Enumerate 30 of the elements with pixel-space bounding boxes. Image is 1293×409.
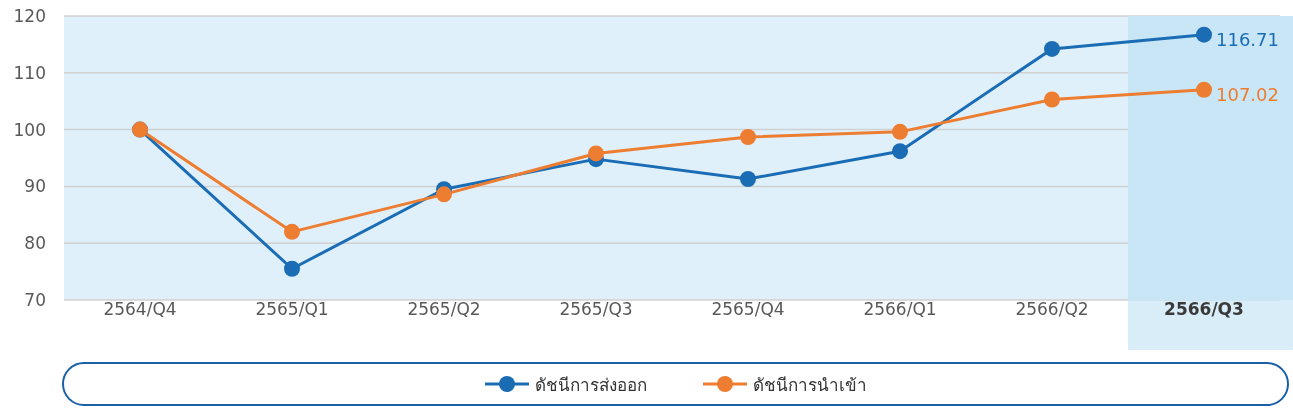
legend-label: ดัชนีการนำเข้า [752, 373, 867, 397]
data-label: 107.02 [1216, 83, 1279, 105]
point [1044, 40, 1060, 57]
x-tick-label: 2565/Q1 [255, 298, 329, 319]
y-tick-label: 90 [24, 176, 46, 197]
x-tick-label: 2566/Q3 [1164, 298, 1244, 319]
data-label: 116.71 [1216, 28, 1279, 50]
y-tick-label: 100 [13, 119, 46, 140]
point [284, 260, 300, 277]
y-tick-label: 80 [24, 233, 46, 254]
x-tick-label: 2565/Q2 [407, 298, 481, 319]
point [284, 223, 300, 240]
y-tick-label: 120 [13, 6, 46, 27]
point [1196, 81, 1212, 98]
point [1044, 91, 1060, 108]
point [588, 145, 604, 162]
point [892, 143, 908, 160]
point [740, 128, 756, 145]
point [436, 186, 452, 203]
x-tick-label: 2566/Q2 [1015, 298, 1089, 319]
point [1196, 26, 1212, 43]
x-tick-label: 2565/Q4 [711, 298, 785, 319]
legend-label: ดัชนีการส่งออก [534, 373, 647, 397]
x-tick-label: 2566/Q1 [863, 298, 937, 319]
x-tick-label: 2564/Q4 [103, 298, 177, 319]
y-tick-label: 70 [24, 290, 46, 311]
point [892, 123, 908, 140]
point [740, 171, 756, 188]
x-tick-label: 2565/Q3 [559, 298, 633, 319]
y-tick-label: 110 [13, 62, 46, 83]
